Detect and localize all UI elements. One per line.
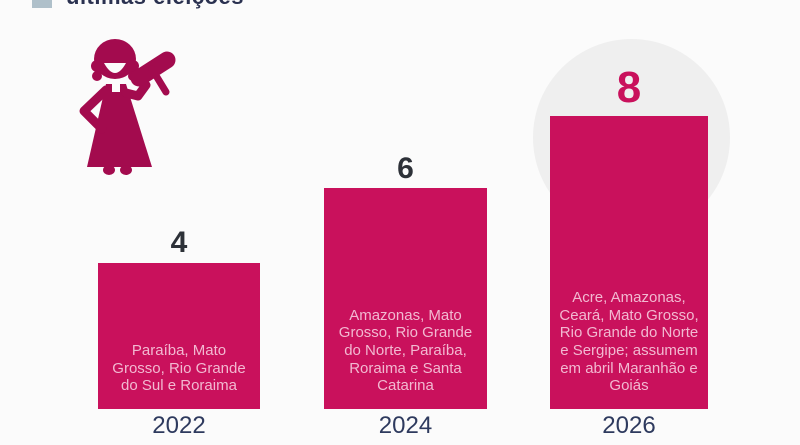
bar-value-2022: 4 xyxy=(170,226,188,259)
year-label-2026: 2026 xyxy=(602,412,656,439)
year-label-2024: 2024 xyxy=(378,412,433,439)
bar-states-2022: Paraíba, Mato Grosso, Rio Grande do Sul … xyxy=(112,341,246,395)
bar-2024: Amazonas, Mato Grosso, Rio Grande do Nor… xyxy=(324,188,487,409)
bar-states-2024: Amazonas, Mato Grosso, Rio Grande do Nor… xyxy=(338,306,473,395)
female-judge-gavel-icon xyxy=(70,35,180,185)
year-label-2022: 2022 xyxy=(152,412,206,439)
title-bullet-square xyxy=(32,0,52,8)
bar-states-2026: Acre, Amazonas, Ceará, Mato Grosso, Rio … xyxy=(559,288,699,395)
bar-2026: Acre, Amazonas, Ceará, Mato Grosso, Rio … xyxy=(550,116,708,409)
bar-value-2024: 6 xyxy=(397,152,414,185)
page-title-fragment: últimas eleições xyxy=(66,0,244,10)
clipped-title-strip: últimas eleições xyxy=(0,0,520,10)
bar-value-2026: 8 xyxy=(616,63,642,112)
bar-2022: Paraíba, Mato Grosso, Rio Grande do Sul … xyxy=(98,263,260,409)
